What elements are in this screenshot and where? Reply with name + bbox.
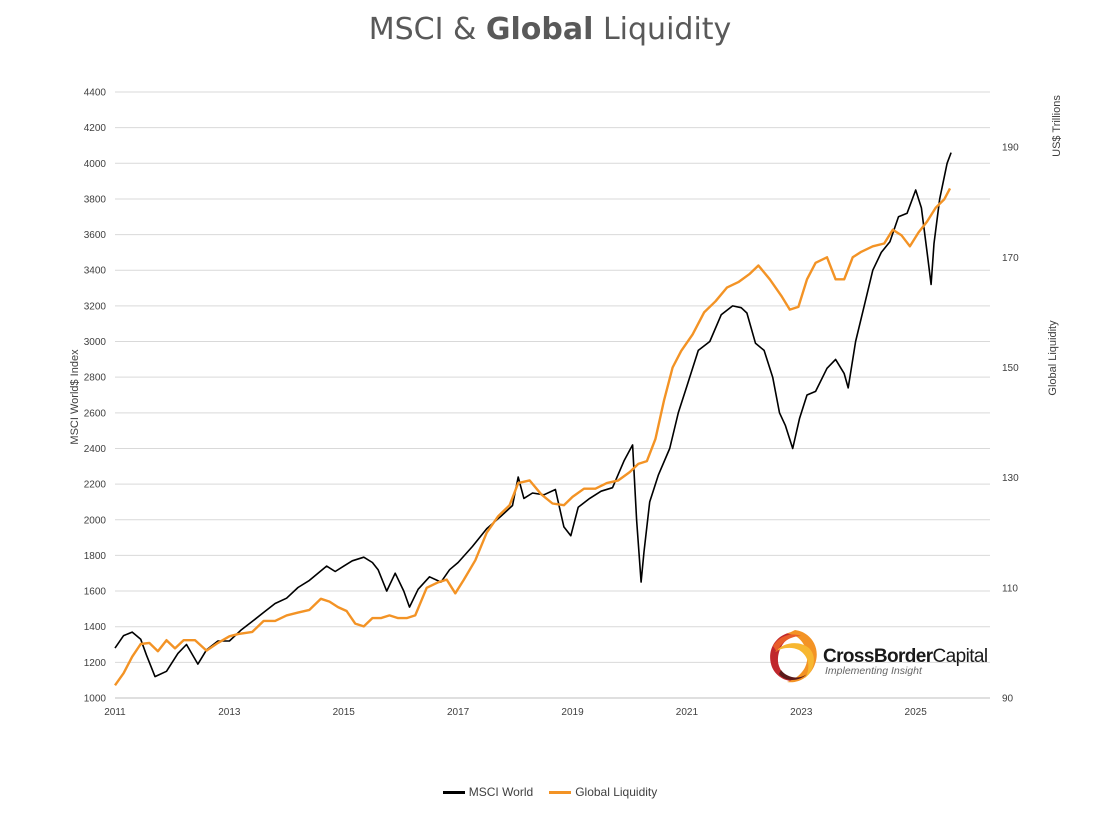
y-left-tick-3200: 3200: [84, 301, 107, 312]
legend-label-msci: MSCI World: [468, 785, 534, 799]
y-left-tick-3600: 3600: [84, 230, 107, 241]
legend-item-msci: MSCI World: [442, 785, 534, 799]
x-tick-2023: 2023: [790, 707, 813, 718]
y-left-tick-3800: 3800: [84, 194, 107, 205]
logo-name: CrossBorderCapital: [823, 646, 988, 668]
y-left-tick-2000: 2000: [84, 515, 107, 526]
series-line-msci-world: [114, 152, 952, 678]
logo-name-regular: Capital: [932, 646, 989, 667]
swirl-logo-icon: [770, 630, 817, 683]
crossborder-logo: CrossBorderCapital Implementing Insight: [765, 626, 995, 688]
y-right-unit-label: US$ Trillions: [1051, 95, 1063, 157]
y-right-axis-title: Global Liquidity: [1047, 320, 1059, 396]
series-line-global-liquidity: [114, 187, 952, 686]
chart-title-suffix: Liquidity: [593, 12, 732, 47]
x-tick-2013: 2013: [218, 707, 241, 718]
chart-title-prefix: MSCI &: [368, 12, 486, 47]
logo-name-bold: CrossBorder: [823, 646, 933, 667]
y-left-tick-3000: 3000: [84, 337, 107, 348]
y-left-tick-4400: 4400: [84, 88, 107, 99]
y-left-axis-title: MSCI World$ Index: [69, 349, 81, 445]
x-tick-2019: 2019: [561, 707, 584, 718]
legend-label-liquidity: Global Liquidity: [575, 785, 658, 799]
y-right-tick-150: 150: [1002, 363, 1019, 374]
x-tick-2025: 2025: [905, 707, 928, 718]
x-tick-2011: 2011: [104, 707, 126, 718]
legend-swatch-liquidity: [549, 790, 572, 794]
chart-title: MSCI & Global Liquidity: [0, 12, 1100, 47]
y-left-tick-4000: 4000: [84, 159, 107, 170]
y-left-tick-3400: 3400: [84, 266, 107, 277]
y-right-tick-110: 110: [1002, 583, 1018, 594]
y-right-tick-190: 190: [1002, 143, 1019, 154]
y-right-tick-130: 130: [1002, 473, 1019, 484]
y-right-tick-170: 170: [1002, 253, 1019, 264]
y-left-tick-1000: 1000: [84, 694, 107, 705]
y-left-tick-4200: 4200: [84, 123, 107, 134]
x-tick-2015: 2015: [333, 707, 356, 718]
chart-legend: MSCI World Global Liquidity: [0, 785, 1100, 799]
legend-item-liquidity: Global Liquidity: [549, 785, 657, 799]
x-tick-2021: 2021: [676, 707, 699, 718]
y-left-tick-2600: 2600: [84, 408, 107, 419]
x-tick-2017: 2017: [447, 707, 470, 718]
y-right-tick-90: 90: [1002, 694, 1014, 705]
chart-title-bold: Global: [485, 12, 594, 47]
y-left-tick-2800: 2800: [84, 373, 107, 384]
legend-swatch-msci: [442, 790, 465, 794]
y-left-tick-1400: 1400: [84, 622, 107, 633]
y-left-tick-2400: 2400: [84, 444, 107, 455]
logo-tagline: Implementing Insight: [825, 665, 922, 677]
y-left-tick-1800: 1800: [84, 551, 107, 562]
y-left-tick-1600: 1600: [84, 587, 107, 598]
y-left-tick-2200: 2200: [84, 480, 107, 491]
y-left-tick-1200: 1200: [84, 658, 107, 669]
